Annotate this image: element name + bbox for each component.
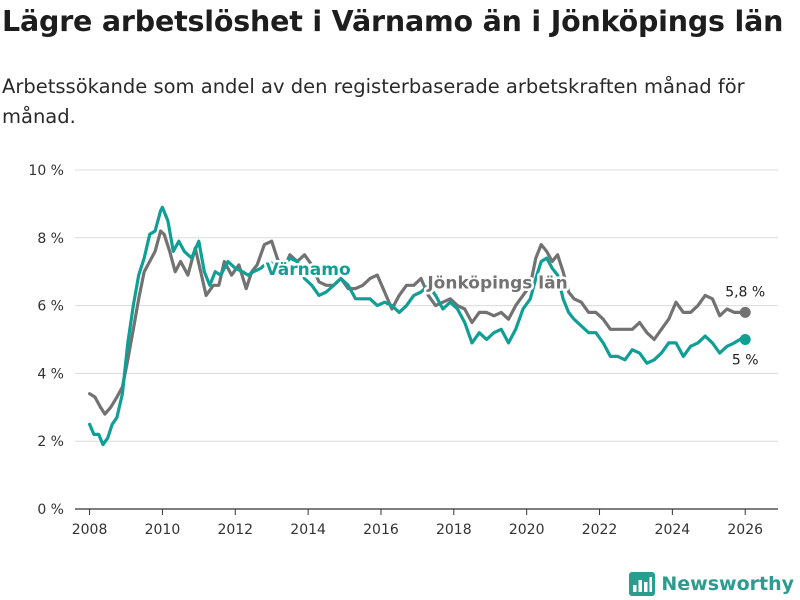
- x-tick-label: 2016: [363, 522, 399, 538]
- brand-name: Newsworthy: [661, 573, 794, 595]
- x-tick-label: 2018: [436, 522, 472, 538]
- x-tick-label: 2008: [72, 522, 108, 538]
- axes: 0 % 2 % 4 % 6 % 8 % 10 % 2008 2010 2012 2014 2016 2…: [28, 163, 778, 538]
- y-tick-label: 4 %: [37, 366, 64, 382]
- series-line-jonkopings-lan: [87, 229, 747, 416]
- y-tick-label: 6 %: [37, 299, 64, 315]
- x-tick-label: 2020: [509, 522, 545, 538]
- x-tick-label: 2024: [655, 522, 691, 538]
- series-labels: Jönköpings län Värnamo 5,8 % 5 %: [263, 258, 765, 369]
- chart-title: Lägre arbetslöshet i Värnamo än i Jönköp…: [2, 5, 784, 38]
- x-tick-label: 2026: [727, 522, 763, 538]
- gridlines: [75, 169, 778, 442]
- newsworthy-chart-icon: [629, 572, 656, 596]
- y-tick-label: 2 %: [37, 434, 64, 450]
- end-value-label-varnamo: 5 %: [732, 353, 759, 369]
- newsworthy-logo: Newsworthy: [629, 572, 794, 596]
- end-marker-varnamo: [739, 334, 751, 345]
- x-tick-label: 2014: [290, 522, 326, 538]
- series-label-jonkopings-lan: Jönköpings län: [426, 274, 567, 294]
- series-lines: [87, 205, 751, 447]
- y-tick-label: 0 %: [37, 502, 64, 518]
- x-tick-label: 2010: [145, 522, 181, 538]
- series-label-varnamo: Värnamo: [266, 260, 351, 280]
- series-line-varnamo: [87, 205, 747, 447]
- chart-subtitle: Arbetssökande som andel av den registerb…: [2, 75, 745, 128]
- x-tick-label: 2012: [217, 522, 253, 538]
- y-tick-label: 8 %: [37, 231, 64, 247]
- y-tick-label: 10 %: [28, 163, 64, 179]
- end-marker-jonkopings-lan: [739, 306, 751, 318]
- end-value-label-jonkopings-lan: 5,8 %: [725, 284, 765, 300]
- x-tick-label: 2022: [582, 522, 618, 538]
